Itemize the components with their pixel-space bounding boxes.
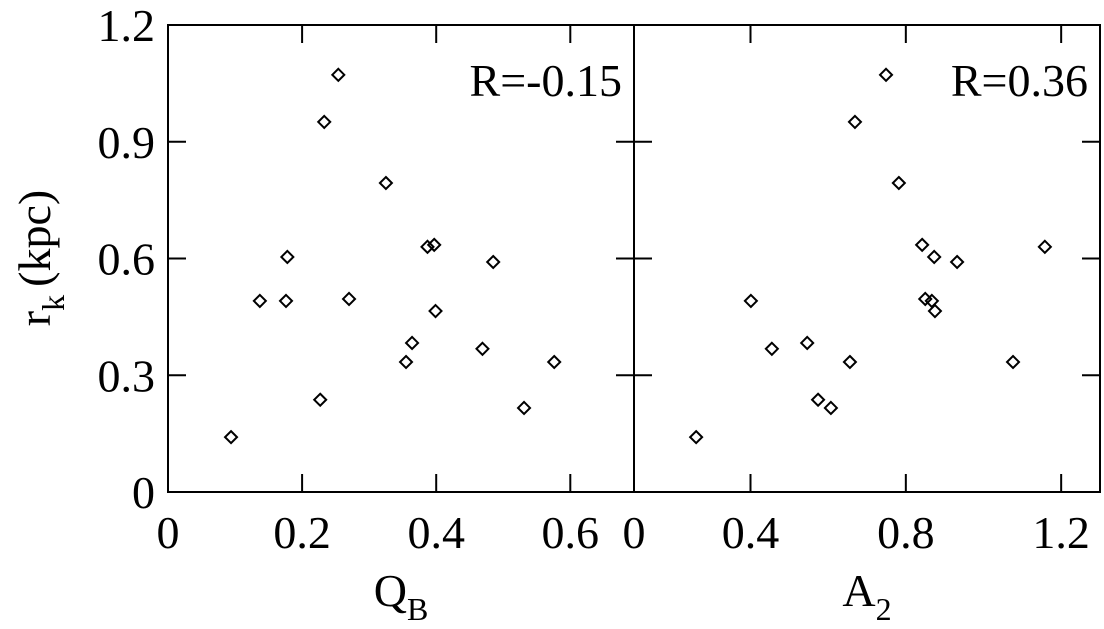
point [842, 354, 858, 370]
x-label-sub: B [407, 591, 428, 627]
y-label-main: r [9, 311, 60, 326]
point [949, 254, 965, 270]
annotation: R=0.36 [951, 55, 1088, 106]
point [279, 249, 295, 265]
point [891, 175, 907, 191]
point [914, 237, 930, 253]
point [810, 392, 826, 408]
point [312, 392, 328, 408]
y-label-rest: (kpc) [9, 190, 60, 287]
x-label-main: A [842, 565, 875, 616]
point [485, 254, 501, 270]
x-label-sub: 2 [876, 591, 892, 627]
y-tick-label: 0.6 [98, 234, 156, 285]
y-tick-label: 1.2 [98, 0, 156, 51]
point [546, 354, 562, 370]
point [516, 400, 532, 416]
y-tick-label: 0 [132, 467, 155, 518]
point [278, 293, 294, 309]
point [926, 249, 942, 265]
x-tick-label: 0.4 [722, 507, 780, 558]
point [404, 335, 420, 351]
y-axis-label: rk (kpc) [9, 190, 71, 326]
x-tick-label: 0 [623, 507, 646, 558]
x-label-main: Q [374, 565, 407, 616]
point [847, 114, 863, 130]
x-tick-label: 0.4 [407, 507, 465, 558]
point [316, 114, 332, 130]
annotation: R=-0.15 [470, 55, 622, 106]
point [475, 341, 490, 357]
point [428, 303, 443, 319]
point [764, 341, 780, 357]
y-tick-label: 0.9 [98, 117, 156, 168]
x-tick-label: 0.6 [542, 507, 600, 558]
point [426, 237, 442, 253]
point [398, 354, 414, 370]
point [420, 239, 435, 255]
point [823, 400, 839, 416]
y-tick-label: 0.3 [98, 350, 156, 401]
x-tick-label: 0.8 [877, 507, 935, 558]
point [223, 429, 239, 445]
point [878, 67, 894, 83]
x-tick-label: 0.2 [273, 507, 331, 558]
point [252, 293, 268, 309]
point [799, 335, 815, 351]
x-axis-label: QB [374, 565, 429, 627]
x-tick-label: 0 [157, 507, 180, 558]
point [378, 175, 394, 191]
point [330, 67, 346, 83]
y-label-sub: k [35, 295, 71, 311]
point [927, 303, 943, 319]
x-axis-label: A2 [842, 565, 891, 627]
point [1037, 239, 1053, 255]
point [743, 293, 759, 309]
point [341, 291, 357, 307]
x-tick-label: 1.2 [1032, 507, 1090, 558]
point [1005, 354, 1021, 370]
point [688, 429, 704, 445]
